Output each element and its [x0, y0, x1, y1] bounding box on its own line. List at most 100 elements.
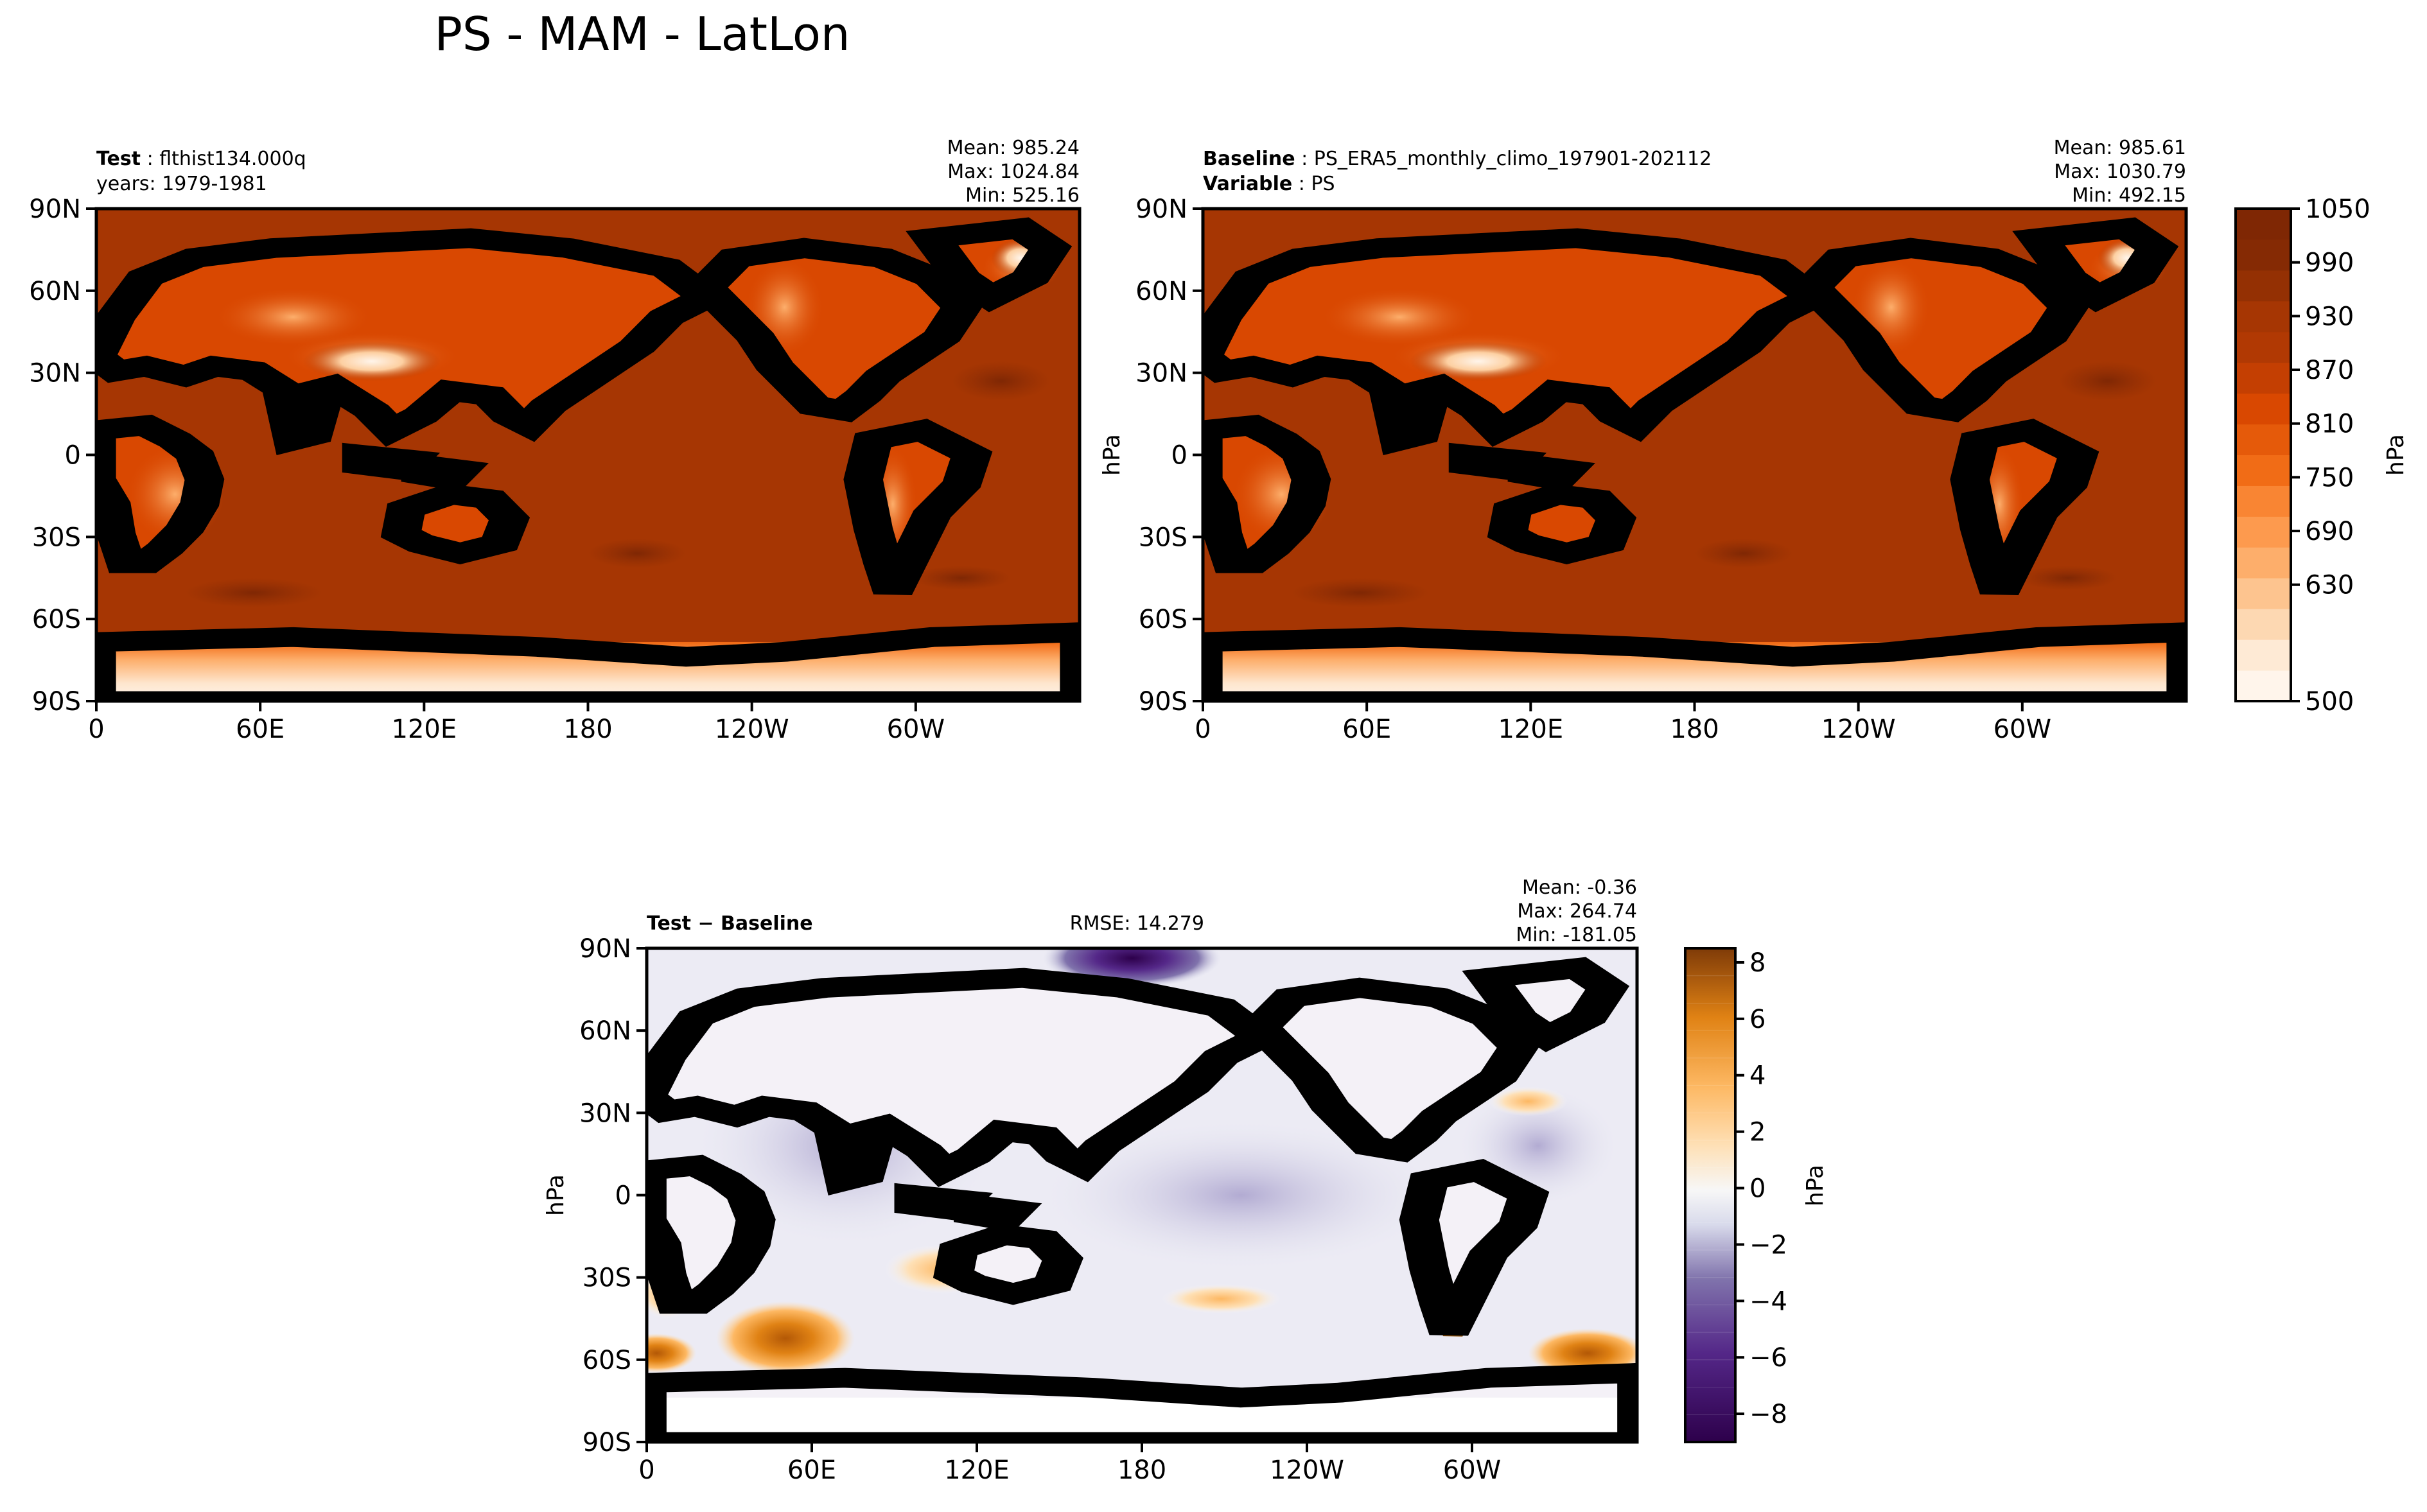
positive-anomaly — [1161, 1283, 1281, 1314]
lon-tick-label: 120E — [392, 715, 457, 744]
lat-tick-label: 60S — [32, 605, 81, 634]
variable-value: PS — [1311, 173, 1335, 195]
colorbar-band — [2236, 547, 2291, 578]
lat-tick-label: 30S — [583, 1264, 631, 1293]
y-axis-label: hPa — [543, 1174, 569, 1216]
variable-key: Variable — [1203, 173, 1292, 195]
stat-line: Max: 264.74 — [1517, 900, 1637, 923]
map-panel-test: 0 60E 120E 180 120W 60W 90N 60N 30N 0 30S 60S 90S Mea… — [29, 137, 1082, 744]
terrain-blob — [214, 287, 372, 347]
colorbar-band — [2236, 393, 2291, 425]
lat-tick-label: 90N — [579, 934, 631, 964]
lat-tick-label: 30S — [32, 523, 81, 552]
lat-tick-label: 60S — [1139, 605, 1187, 634]
stat-line: Max: 1024.84 — [947, 161, 1080, 183]
colorbar-tick-label: 4 — [1749, 1061, 1765, 1091]
lat-tick-label: 90N — [29, 195, 81, 224]
lat-tick-label: 60N — [29, 277, 81, 306]
lon-tick-label: 60W — [887, 715, 945, 744]
colorbar-band — [2236, 609, 2291, 640]
test-sep: : — [141, 148, 159, 170]
map-surface-baseline — [1203, 209, 2186, 701]
colorbar-tick-label: 990 — [2305, 248, 2354, 278]
negative-anomaly — [1042, 1121, 1439, 1269]
stat-line: Mean: 985.24 — [947, 137, 1080, 159]
lon-tick-label: 120W — [715, 715, 789, 744]
colorbar-gradient — [1685, 948, 1735, 1442]
colorbar-tick-label: −8 — [1749, 1400, 1787, 1429]
map-panel-baseline: 0 60E 120E 180 120W 60W 90N 60N 30N 0 30S 60S 90S hPa… — [1099, 137, 2188, 744]
map-surface-test — [96, 209, 1080, 701]
colorbar-tick-label: 2 — [1749, 1118, 1765, 1147]
stat-line: Mean: -0.36 — [1522, 876, 1637, 899]
y-axis-label: hPa — [1099, 434, 1125, 476]
colorbar-band — [2236, 455, 2291, 486]
lat-tick-label: 60S — [583, 1346, 631, 1375]
colorbar-band — [2236, 270, 2291, 302]
colorbar-band — [2236, 639, 2291, 671]
colorbar-band — [2236, 209, 2291, 240]
colorbar-tick-label: 750 — [2305, 463, 2354, 492]
years-label: years: 1979-1981 — [96, 173, 267, 195]
lon-tick-label: 60W — [1993, 715, 2051, 744]
positive-anomaly — [715, 1301, 855, 1376]
lat-tick-label: 30N — [579, 1099, 631, 1128]
pressure-cell — [2019, 566, 2117, 591]
pressure-cell — [184, 578, 323, 608]
variable-sep: : — [1292, 173, 1311, 195]
colorbar-tick-label: 0 — [1749, 1174, 1765, 1204]
lon-tick-label: 120W — [1821, 715, 1896, 744]
colorbar-label: hPa — [2383, 434, 2409, 476]
colorbar-tick-label: 870 — [2305, 356, 2354, 385]
colorbar-band — [2236, 300, 2291, 333]
lon-tick-label: 180 — [1117, 1456, 1166, 1485]
lon-tick-label: 0 — [638, 1456, 654, 1485]
tibetan-plateau — [302, 342, 441, 381]
lat-tick-label: 90N — [1135, 195, 1187, 224]
colorbar-band — [2236, 578, 2291, 609]
diff-title: Test − Baseline — [647, 912, 813, 935]
baseline-label: Baseline : PS_ERA5_monthly_climo_197901-… — [1203, 148, 1712, 170]
stat-line: Min: 525.16 — [965, 184, 1080, 207]
colorbar-frame — [1684, 947, 1737, 1443]
colorbar-band — [2236, 485, 2291, 517]
map-surface-difference — [647, 948, 1637, 1442]
baseline-key: Baseline — [1203, 148, 1295, 170]
colorbar-tick-label: 630 — [2305, 571, 2354, 600]
stat-line: Mean: 985.61 — [2054, 137, 2186, 159]
lat-tick-label: 90S — [1139, 687, 1187, 717]
colorbar-tick-label: 810 — [2305, 410, 2354, 439]
colorbar-band — [2236, 239, 2291, 271]
lat-tick-label: 60N — [1135, 277, 1187, 306]
map-panel-difference: 0 60E 120E 180 120W 60W 90N 60N 30N 0 30S 60S 90S hPa… — [543, 876, 1639, 1485]
lat-tick-label: 60N — [579, 1016, 631, 1046]
lon-tick-label: 0 — [88, 715, 104, 744]
lon-tick-label: 180 — [563, 715, 612, 744]
lon-tick-label: 60W — [1443, 1456, 1501, 1485]
lon-tick-label: 60E — [236, 715, 285, 744]
pressure-cell — [951, 361, 1051, 401]
lat-tick-label: 30N — [1135, 359, 1187, 388]
colorbar-band — [2236, 670, 2291, 702]
lat-tick-label: 0 — [65, 441, 81, 471]
lat-tick-label: 90S — [583, 1428, 631, 1457]
variable-label: Variable : PS — [1203, 173, 1335, 195]
colorbar-tick-label: 8 — [1749, 948, 1765, 978]
colorbar-band — [2236, 331, 2291, 363]
pressure-cell — [1291, 578, 1430, 608]
colorbar-tick-label: 930 — [2305, 302, 2354, 331]
lat-tick-label: 30S — [1139, 523, 1187, 552]
colorbar-tick-label: 1050 — [2305, 195, 2370, 224]
tibetan-plateau — [1409, 342, 1547, 381]
colorbar-band — [2236, 424, 2291, 455]
pressure-cell — [2058, 361, 2157, 401]
positive-anomaly — [1488, 1086, 1568, 1117]
lon-tick-label: 120E — [1498, 715, 1564, 744]
figure-title: PS - MAM - LatLon — [434, 7, 850, 61]
lon-tick-label: 120E — [944, 1456, 1010, 1485]
colorbar-absolute: 500 630 690 750 810 870 930 990 1050 hPa — [2234, 195, 2409, 717]
rmse-label: RMSE: 14.279 — [1070, 912, 1204, 935]
colorbar-label: hPa — [1802, 1165, 1828, 1206]
stat-line: Min: 492.15 — [2072, 184, 2186, 207]
baseline-value: PS_ERA5_monthly_climo_197901-202112 — [1314, 148, 1712, 170]
